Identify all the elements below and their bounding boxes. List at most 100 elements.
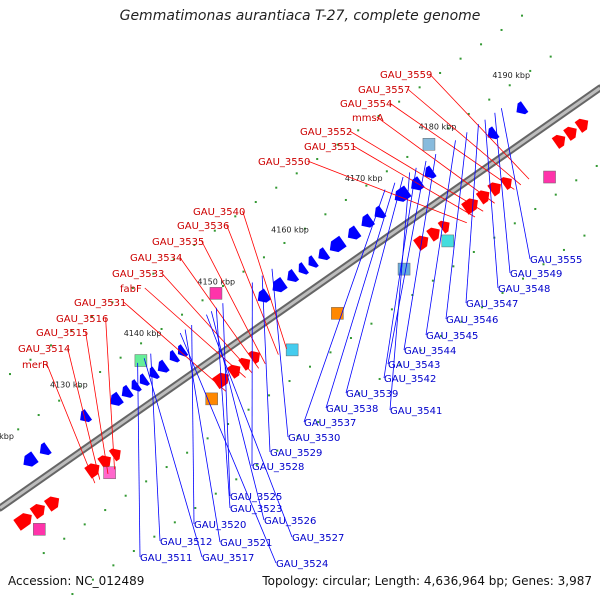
grid-dot <box>549 55 552 58</box>
grid-dot <box>221 284 224 287</box>
reverse-gene-label: GAU_3511 <box>140 553 192 564</box>
grid-dot <box>542 263 545 266</box>
reverse-gene <box>287 269 300 282</box>
scale-label: 4140 kbp <box>124 329 162 338</box>
grid-dot <box>521 277 524 280</box>
feature-box <box>331 307 344 320</box>
reverse-gene-label: GAU_3527 <box>292 533 344 544</box>
scale-label: 4190 kbp <box>492 71 530 80</box>
reverse-gene-label: GAU_3544 <box>404 346 456 357</box>
forward-gene-shape <box>487 182 501 197</box>
grid-dot <box>276 449 279 452</box>
reverse-leader <box>303 189 386 423</box>
reverse-gene <box>169 349 181 363</box>
reverse-gene-label: GAU_3546 <box>446 315 498 326</box>
forward-gene <box>563 126 577 141</box>
grid-dot <box>206 437 209 440</box>
reverse-gene-shape <box>287 269 300 282</box>
forward-leader <box>307 160 467 224</box>
grid-dot <box>145 480 148 483</box>
forward-gene <box>212 372 229 390</box>
grid-dot <box>288 380 291 383</box>
grid-dot <box>460 320 463 323</box>
reverse-leader <box>445 132 468 320</box>
reverse-gene <box>318 247 331 261</box>
grid-dot <box>37 414 40 417</box>
forward-gene <box>248 350 261 364</box>
grid-dot <box>562 248 565 251</box>
grid-dot <box>71 593 74 596</box>
forward-gene-label: GAU_3515 <box>36 328 88 339</box>
grid-dot <box>467 112 470 115</box>
forward-gene-shape <box>43 496 60 512</box>
reverse-gene <box>110 391 124 406</box>
forward-gene-shape <box>97 455 111 470</box>
grid-dot <box>172 258 175 261</box>
forward-gene-label: GAU_3514 <box>18 344 70 355</box>
grid-dot <box>42 552 45 555</box>
forward-leader <box>161 272 253 374</box>
grid-dot <box>595 164 598 167</box>
reverse-leader <box>403 154 437 351</box>
reverse-gene-shape <box>424 165 437 179</box>
grid-dot <box>63 537 66 540</box>
grid-dot <box>419 349 422 352</box>
grid-dot <box>160 327 163 330</box>
forward-gene <box>475 190 490 205</box>
forward-gene-label: GAU_3554 <box>340 99 392 110</box>
grid-dot <box>344 198 347 201</box>
reverse-gene <box>257 288 272 303</box>
forward-gene-label: mmsA <box>352 113 384 124</box>
reverse-gene-label: GAU_3549 <box>510 269 562 280</box>
reverse-gene-shape <box>39 442 52 456</box>
reverse-gene-shape <box>487 126 500 140</box>
grid-dot <box>254 201 257 204</box>
forward-gene-shape <box>13 513 32 531</box>
reverse-gene <box>131 379 142 392</box>
grid-dot <box>529 69 532 72</box>
grid-dot <box>365 184 368 187</box>
reverse-leader <box>389 172 411 411</box>
forward-gene <box>97 455 111 470</box>
feature-box <box>209 287 223 300</box>
reverse-gene-shape <box>23 451 39 467</box>
grid-dot <box>411 293 414 296</box>
grid-dot <box>214 492 217 495</box>
grid-dot <box>358 392 361 395</box>
scale-label: 4160 kbp <box>271 226 309 235</box>
feature-box <box>33 523 46 536</box>
reverse-gene <box>329 235 347 253</box>
reverse-leader <box>387 160 427 365</box>
grid-dot <box>186 451 189 454</box>
forward-gene-label: GAU_3533 <box>112 269 164 280</box>
forward-leader <box>407 88 522 186</box>
forward-gene-shape <box>108 448 121 462</box>
grid-dot <box>29 358 32 361</box>
reverse-gene <box>139 373 151 386</box>
grid-dot <box>406 155 409 158</box>
forward-gene-shape <box>437 220 450 234</box>
reverse-gene <box>121 384 134 398</box>
forward-gene-shape <box>563 126 577 141</box>
reverse-gene-label: GAU_3524 <box>276 559 328 570</box>
grid-dot <box>370 322 373 325</box>
reverse-gene-label: GAU_3547 <box>466 299 518 310</box>
feature-box <box>441 234 455 248</box>
reverse-leader <box>150 353 161 542</box>
reverse-gene-label: GAU_3523 <box>230 504 282 515</box>
reverse-gene-label: GAU_3525 <box>230 492 282 503</box>
reverse-gene <box>23 451 39 467</box>
forward-gene-label: GAU_3557 <box>358 85 410 96</box>
forward-leader <box>242 210 287 350</box>
forward-gene <box>108 448 121 462</box>
grid-dot <box>91 578 94 581</box>
grid-dot <box>377 114 380 117</box>
grid-dot <box>111 301 114 304</box>
reverse-leader <box>383 167 417 379</box>
accession-text: Accession: NC_012489 <box>8 574 145 588</box>
forward-gene-shape <box>226 364 241 379</box>
grid-dot <box>440 334 443 337</box>
grid-dot <box>583 234 586 237</box>
grid-dot <box>418 86 421 89</box>
reverse-gene-label: GAU_3520 <box>194 520 246 531</box>
